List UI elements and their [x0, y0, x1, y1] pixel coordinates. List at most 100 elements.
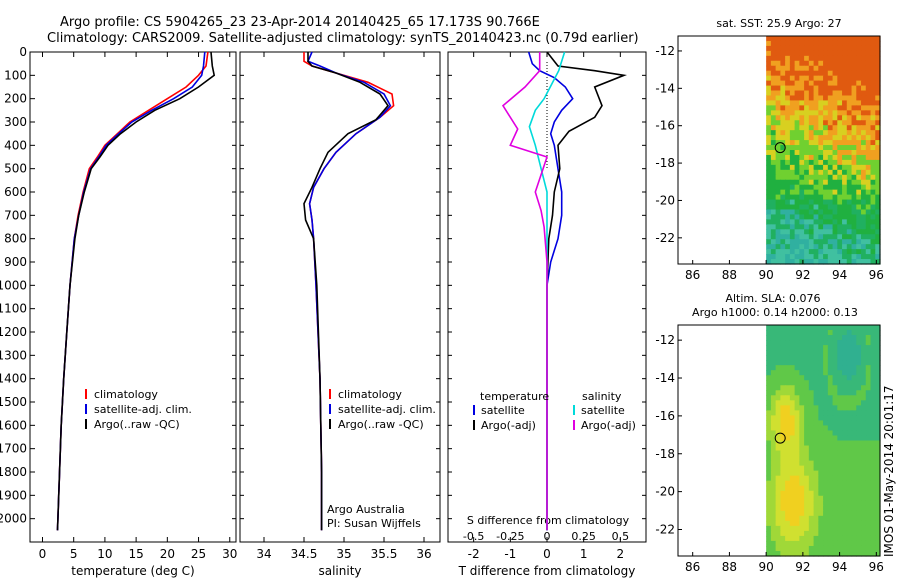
difference-xlabel: T difference from climatology: [458, 564, 636, 578]
s-tick-label: -0.25: [496, 530, 524, 543]
y-tick-label: 2000: [0, 512, 27, 526]
s-tick-label: -0.5: [463, 530, 484, 543]
y-tick-label: 700: [4, 208, 27, 222]
map-x-tick-label: 94: [832, 268, 847, 282]
salinity-panel: [239, 51, 441, 543]
x-tick-label: 15: [128, 547, 143, 561]
x-tick-label: 35.5: [371, 547, 398, 561]
y-tick-label: 1000: [0, 278, 27, 292]
map-x-tick-label: 86: [685, 560, 700, 574]
map-x-tick-label: 86: [685, 268, 700, 282]
temp-satellite-diff-line: [527, 51, 574, 531]
x-tick-label: -1: [504, 547, 516, 561]
legend-item-argo: Argo(..raw -QC): [338, 418, 424, 431]
map-y-tick-label: -12: [655, 333, 675, 347]
y-tick-label: 1500: [0, 395, 27, 409]
y-tick-label: 1300: [0, 348, 27, 362]
x-tick-label: 1: [580, 547, 588, 561]
x-tick-label: 35: [336, 547, 351, 561]
legend-item-climatology: climatology: [338, 388, 402, 401]
legend-header-temperature: temperature: [480, 390, 549, 403]
header-line-2: Climatology: CARS2009. Satellite-adjuste…: [47, 31, 639, 46]
sst-map-title: sat. SST: 25.9 Argo: 27: [716, 17, 841, 30]
argo-location-marker: [774, 142, 786, 154]
timestamp-stamp: IMOS 01-May-2014 20:01:17: [882, 385, 896, 557]
temperature-series-line: [56, 51, 206, 531]
x-tick-label: 10: [97, 547, 112, 561]
map-x-tick-label: 88: [722, 268, 737, 282]
legend-header-salinity: salinity: [582, 390, 622, 403]
map-y-tick-label: -12: [655, 44, 675, 58]
sal-argo-diff-line: [501, 52, 549, 531]
sla-map-title: Altim. SLA: 0.076: [725, 292, 820, 305]
temp-argo-diff-line: [546, 51, 628, 531]
x-tick-label: -2: [468, 547, 480, 561]
map-y-tick-label: -16: [655, 119, 675, 133]
map-x-tick-label: 92: [795, 560, 810, 574]
map-y-tick-label: -14: [655, 371, 675, 385]
legend-item-diff: Argo(-adj): [581, 419, 636, 432]
temperature-xlabel: temperature (deg C): [71, 564, 194, 578]
y-tick-label: 1700: [0, 442, 27, 456]
x-tick-label: 34: [256, 547, 271, 561]
y-tick-label: 600: [4, 185, 27, 199]
map-y-tick-label: -14: [655, 81, 675, 95]
map-y-tick-label: -20: [655, 193, 675, 207]
legend-item-diff: satellite: [481, 404, 525, 417]
map-y-tick-label: -16: [655, 409, 675, 423]
y-tick-label: 300: [4, 115, 27, 129]
map-x-tick-label: 94: [832, 560, 847, 574]
map-x-tick-label: 90: [759, 560, 774, 574]
y-tick-label: 1100: [0, 302, 27, 316]
legend-item-satellite-adj: satellite-adj. clim.: [338, 403, 436, 416]
map-y-tick-label: -22: [655, 522, 675, 536]
map-y-tick-label: -20: [655, 485, 675, 499]
x-tick-label: 2: [617, 547, 625, 561]
x-tick-label: 36: [416, 547, 431, 561]
s-tick-label: 0.5: [612, 530, 630, 543]
x-tick-label: 30: [222, 547, 237, 561]
y-tick-label: 1400: [0, 372, 27, 386]
x-tick-label: 25: [191, 547, 206, 561]
y-tick-label: 100: [4, 68, 27, 82]
sst-map-frame: [677, 35, 881, 265]
y-tick-label: 900: [4, 255, 27, 269]
y-tick-label: 1900: [0, 488, 27, 502]
y-tick-label: 200: [4, 92, 27, 106]
sla-map-subtitle: Argo h1000: 0.14 h2000: 0.13: [692, 306, 858, 319]
map-x-tick-label: 96: [869, 268, 884, 282]
sla-map-frame: [677, 324, 881, 557]
map-x-tick-label: 96: [869, 560, 884, 574]
temperature-series-line: [56, 51, 216, 531]
x-tick-label: 34.5: [291, 547, 318, 561]
argo-location-marker: [774, 432, 786, 444]
map-y-tick-label: -22: [655, 231, 675, 245]
map-y-tick-label: -18: [655, 447, 675, 461]
y-tick-label: 800: [4, 232, 27, 246]
y-tick-label: 1600: [0, 418, 27, 432]
legend-item-satellite-adj: satellite-adj. clim.: [94, 403, 192, 416]
sst-map: [766, 36, 881, 265]
salinity-series-line: [306, 51, 392, 531]
x-tick-label: 5: [70, 547, 78, 561]
s-tick-label: 0.25: [571, 530, 596, 543]
salinity-xlabel: salinity: [318, 564, 361, 578]
temperature-panel: [29, 51, 237, 543]
x-tick-label: 0: [543, 547, 551, 561]
annotation-pi: PI: Susan Wijffels: [327, 517, 421, 530]
salinity-series-line: [303, 52, 390, 531]
map-x-tick-label: 92: [795, 268, 810, 282]
legend-item-argo: Argo(..raw -QC): [94, 418, 180, 431]
x-tick-label: 20: [160, 547, 175, 561]
y-tick-label: 1200: [0, 325, 27, 339]
legend-item-diff: satellite: [581, 404, 625, 417]
annotation-institution: Argo Australia: [327, 503, 405, 516]
s-tick-label: 0: [544, 530, 551, 543]
legend-item-diff: Argo(-adj): [481, 419, 536, 432]
map-x-tick-label: 88: [722, 560, 737, 574]
map-x-tick-label: 90: [759, 268, 774, 282]
legend-item-climatology: climatology: [94, 388, 158, 401]
y-tick-label: 400: [4, 138, 27, 152]
y-tick-label: 1800: [0, 465, 27, 479]
